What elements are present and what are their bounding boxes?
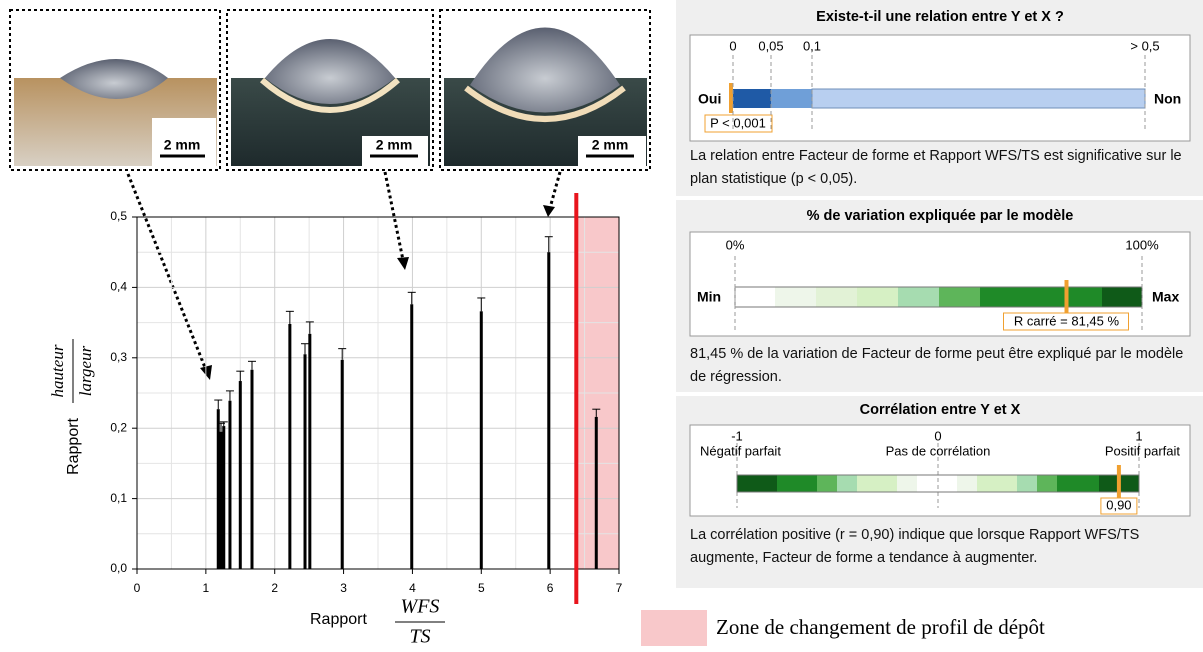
scale-caption: Pas de corrélation bbox=[886, 443, 991, 458]
y-label: Rapport hauteur largeur bbox=[48, 339, 95, 475]
band-frame bbox=[736, 474, 1140, 493]
marker-box bbox=[1003, 312, 1130, 331]
scale-label: 2 mm bbox=[376, 137, 413, 153]
x-label-den: TS bbox=[409, 626, 430, 648]
scale-label: > 0,5 bbox=[1130, 38, 1159, 53]
left-label: Min bbox=[697, 289, 721, 305]
panel-title: Existe-t-il une relation entre Y et X ? bbox=[816, 9, 1064, 25]
photo bbox=[439, 9, 651, 171]
photo bbox=[226, 9, 434, 171]
scale-label: 0,1 bbox=[803, 38, 821, 53]
value-marker bbox=[1064, 280, 1069, 314]
x-tick-label: 6 bbox=[547, 581, 554, 595]
legend-swatch bbox=[641, 610, 707, 646]
x-tick-label: 3 bbox=[340, 581, 347, 595]
scale-label: 0% bbox=[726, 237, 745, 252]
plot-frame bbox=[136, 216, 620, 570]
marker-label: R carré = 81,45 % bbox=[1014, 313, 1120, 328]
y-label-denominator: largeur bbox=[76, 345, 95, 396]
p-marker bbox=[729, 83, 733, 113]
y-tick-label: 0,2 bbox=[110, 420, 127, 434]
y-tick-label: 0,4 bbox=[110, 280, 127, 294]
r2-band bbox=[734, 286, 1143, 308]
bar bbox=[238, 381, 242, 569]
scale-label: -1 bbox=[731, 428, 743, 443]
photo bbox=[9, 9, 221, 171]
bar bbox=[479, 311, 483, 569]
right-label: Non bbox=[1154, 91, 1181, 107]
scale-label: 100% bbox=[1125, 237, 1159, 252]
panel-description: La relation entre Facteur de forme et Ra… bbox=[690, 148, 1182, 187]
p-band bbox=[771, 89, 812, 108]
panel-box bbox=[689, 34, 1191, 142]
r-band bbox=[737, 475, 1139, 492]
scale-caption: Négatif parfait bbox=[700, 443, 781, 458]
arrows bbox=[126, 171, 562, 371]
scale-label: 0 bbox=[729, 38, 736, 53]
scale-label: 0 bbox=[934, 428, 941, 443]
bar bbox=[219, 431, 223, 569]
bar bbox=[308, 333, 312, 569]
x-tick-label: 7 bbox=[616, 581, 623, 595]
p-band bbox=[733, 89, 771, 108]
y-tick-label: 0,3 bbox=[110, 350, 127, 364]
x-tick-label: 0 bbox=[134, 581, 141, 595]
panel-description: 81,45 % de la variation de Facteur de fo… bbox=[690, 346, 1184, 385]
x-tick-label: 2 bbox=[271, 581, 278, 595]
bar bbox=[594, 416, 598, 569]
marker-box bbox=[1100, 497, 1138, 515]
y-label-numerator: hauteur bbox=[48, 344, 67, 397]
marker-label: P < 0,001 bbox=[710, 115, 766, 130]
bar bbox=[250, 369, 254, 569]
value-marker bbox=[1116, 465, 1121, 500]
y-tick-label: 0,5 bbox=[110, 209, 127, 223]
scale-label: 1 bbox=[1135, 428, 1142, 443]
x-tick-label: 4 bbox=[409, 581, 416, 595]
bar bbox=[288, 324, 292, 569]
panel-description: La corrélation positive (r = 0,90) indiq… bbox=[690, 527, 1140, 566]
x-label-num: WFS bbox=[401, 596, 440, 618]
panel-title: Corrélation entre Y et X bbox=[860, 402, 1021, 418]
scale-label: 2 mm bbox=[164, 137, 201, 153]
panel-title: % de variation expliquée par le modèle bbox=[807, 208, 1074, 224]
scale-label: 2 mm bbox=[592, 137, 629, 153]
bar bbox=[410, 304, 414, 569]
x-tick-label: 5 bbox=[478, 581, 485, 595]
y-label-text: Rapport bbox=[65, 417, 82, 474]
x-tick-label: 1 bbox=[203, 581, 210, 595]
scale-caption: Positif parfait bbox=[1105, 443, 1181, 458]
x-label: Rapport bbox=[310, 611, 367, 628]
bar bbox=[216, 409, 220, 569]
left-label: Oui bbox=[698, 91, 721, 107]
bar bbox=[547, 252, 551, 569]
y-tick-label: 0,0 bbox=[110, 561, 127, 575]
marker-label: 0,90 bbox=[1106, 497, 1131, 512]
bar bbox=[303, 354, 307, 569]
bar bbox=[340, 359, 344, 569]
y-tick-label: 0,1 bbox=[110, 491, 127, 505]
scale-label: 0,05 bbox=[758, 38, 783, 53]
marker-box bbox=[704, 114, 773, 133]
legend-label: Zone de changement de profil de dépôt bbox=[716, 615, 1045, 639]
bar bbox=[228, 400, 232, 569]
bar bbox=[222, 426, 226, 569]
right-label: Max bbox=[1152, 289, 1179, 305]
p-band bbox=[811, 88, 1146, 109]
